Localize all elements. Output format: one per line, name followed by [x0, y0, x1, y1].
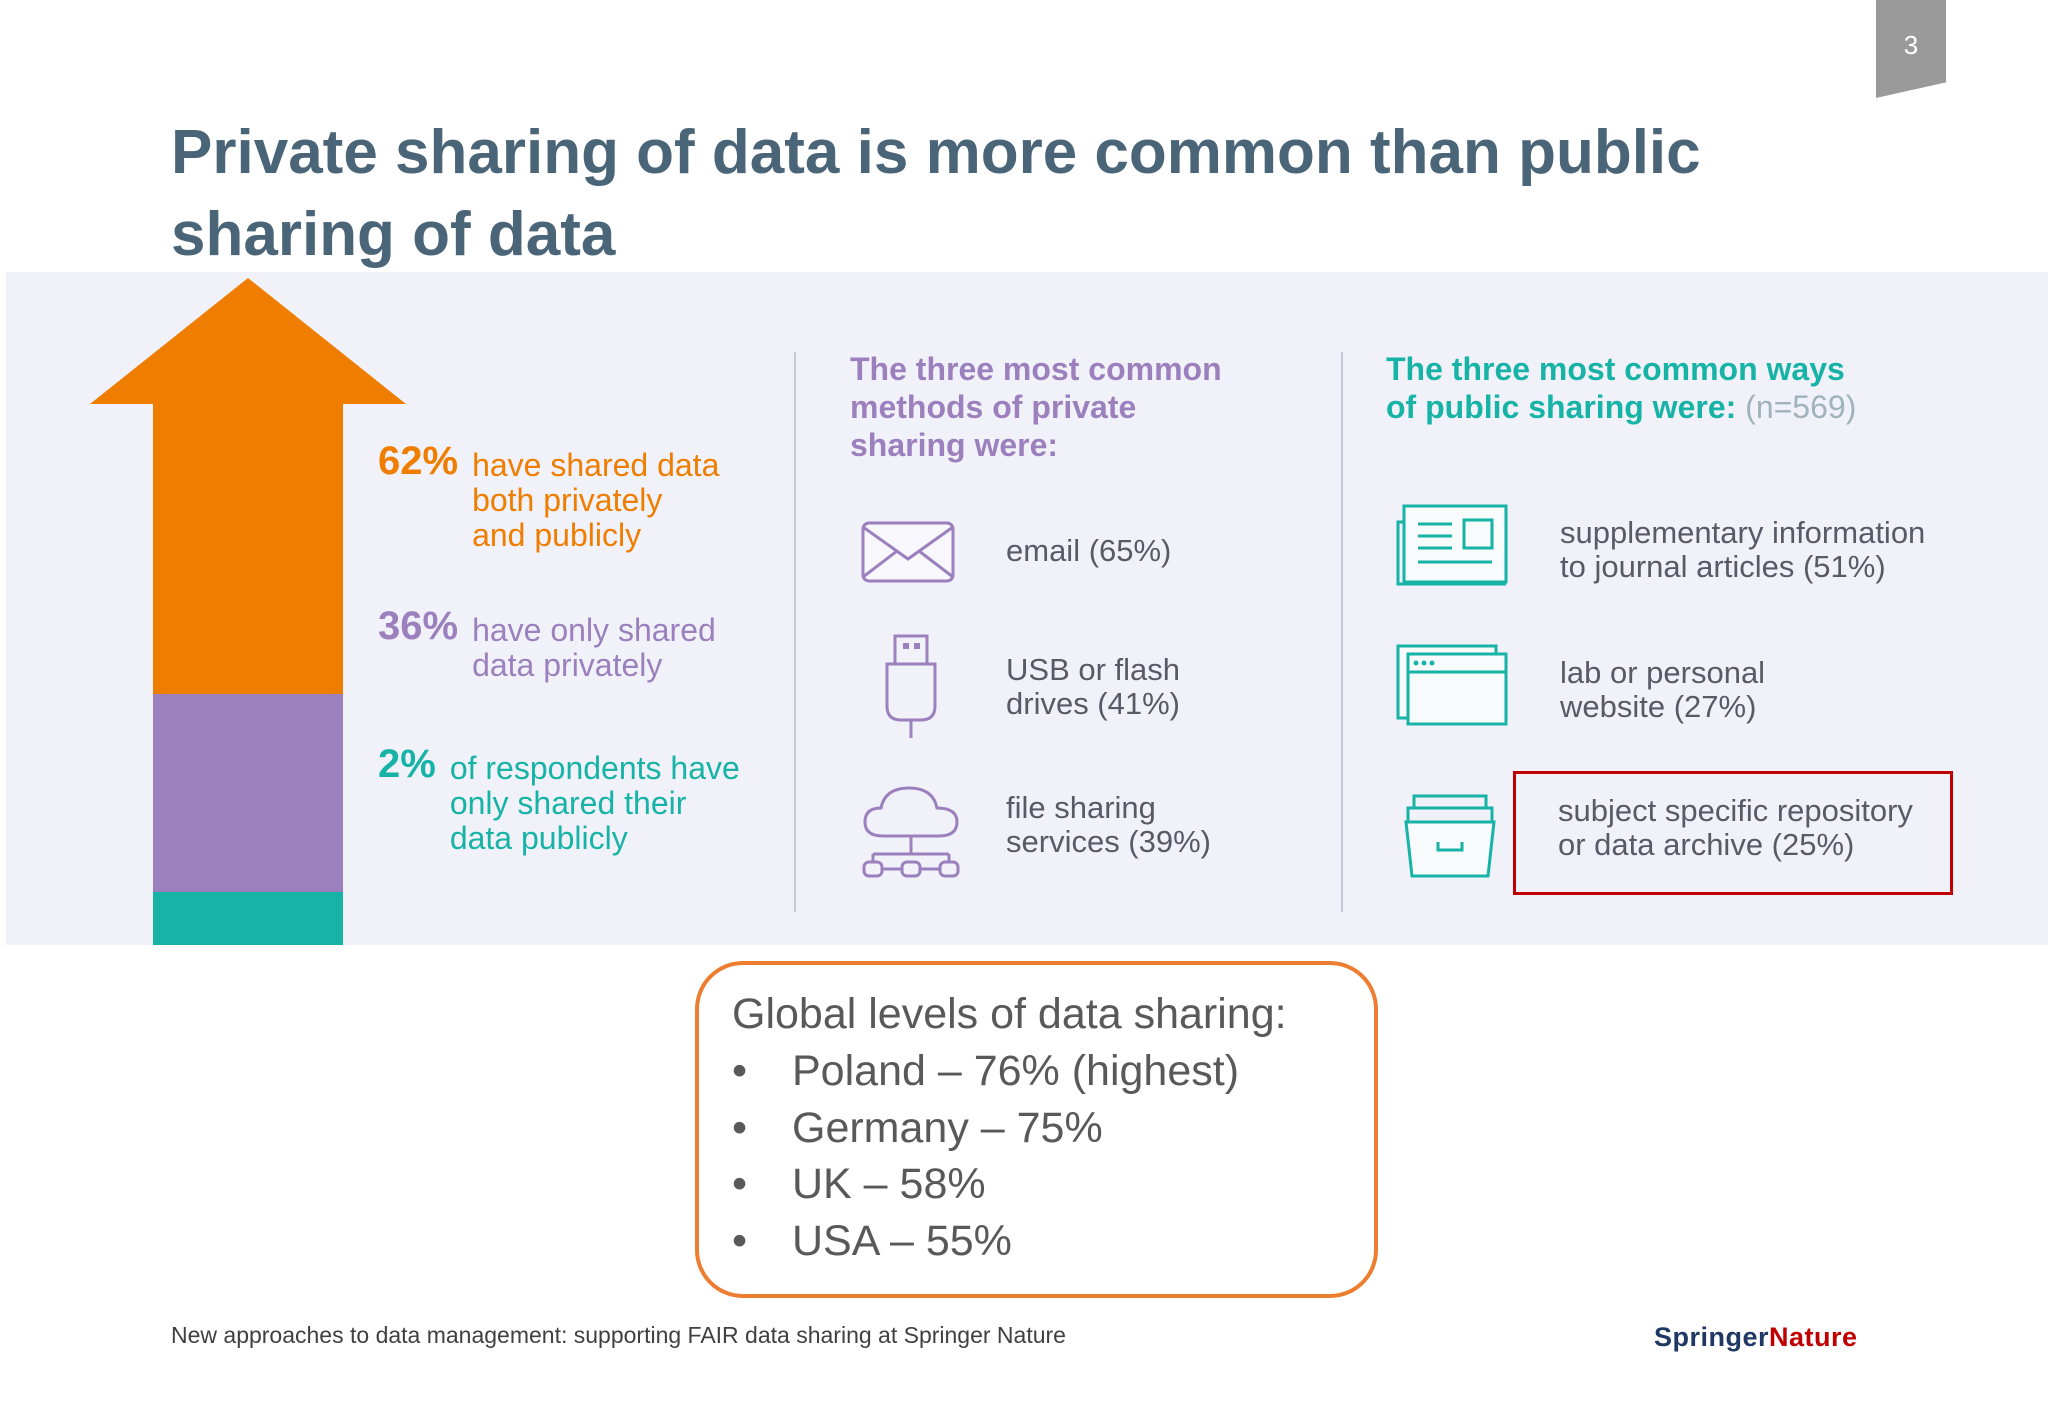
bullet: •	[732, 1104, 748, 1152]
stat-private-line: data privately	[472, 647, 663, 683]
stat-public-percent: 2%	[378, 742, 436, 786]
envelope-icon	[861, 521, 955, 583]
highlight-box	[1513, 771, 1953, 895]
bullet: •	[732, 1217, 748, 1265]
callout-item-text: Germany – 75%	[792, 1104, 1103, 1152]
arrow-segment-private	[153, 694, 343, 892]
logo-part: Springer	[1654, 1322, 1770, 1352]
arrow-segment-public	[153, 892, 343, 945]
item-line: subject specific repository	[1558, 793, 1913, 828]
bullet: •	[732, 1047, 748, 1095]
private-method-file-sharing: file sharing services (39%)	[1006, 791, 1211, 859]
heading-line: methods of private	[850, 389, 1137, 425]
callout-box	[695, 961, 1378, 1298]
logo-part: Nature	[1769, 1322, 1858, 1352]
page-number-tab	[1876, 0, 1946, 98]
callout-item-text: UK – 58%	[792, 1160, 986, 1208]
column-divider	[1341, 352, 1343, 912]
heading-line: The three most common ways	[1386, 351, 1845, 387]
item-line: supplementary information	[1560, 515, 1926, 550]
page-number: 3	[1903, 30, 1919, 60]
item-line: drives (41%)	[1006, 686, 1180, 721]
stat-both-line: and publicly	[472, 517, 642, 553]
arrow-segment-both	[153, 404, 343, 694]
column-divider	[794, 352, 796, 912]
item-line: USB or flash	[1006, 652, 1181, 687]
browser-window-icon	[1396, 644, 1508, 726]
item-line: website (27%)	[1560, 689, 1757, 724]
callout-title: Global levels of data sharing:	[732, 990, 1287, 1038]
newspaper-icon	[1396, 504, 1508, 586]
private-method-email: email (65%)	[1006, 534, 1171, 568]
heading-line: of public sharing were:	[1386, 389, 1737, 425]
item-line: lab or personal	[1560, 655, 1766, 690]
callout-item: • UK – 58%	[732, 1160, 986, 1209]
public-way-supplementary: supplementary information to journal arti…	[1560, 516, 1925, 584]
item-line: to journal articles (51%)	[1560, 549, 1886, 584]
stat-public-only: 2% of respondents have only shared their da…	[378, 744, 740, 856]
archive-box-icon	[1404, 794, 1496, 878]
item-line: services (39%)	[1006, 824, 1211, 859]
data-sharing-infographic: 62% have shared data both privately and pub…	[6, 272, 2048, 945]
stat-both-percent: 62%	[378, 439, 459, 483]
stat-public-line: of respondents have	[449, 750, 740, 786]
slide-title: Private sharing of data is more common t…	[171, 118, 1701, 269]
springer-nature-logo: SpringerNature	[1654, 1322, 1858, 1353]
stat-both: 62% have shared data both privately and pub…	[378, 441, 720, 553]
cloud-sharing-icon	[862, 786, 960, 878]
callout-item: • Poland – 76% (highest)	[732, 1047, 1239, 1096]
public-way-website: lab or personal website (27%)	[1560, 656, 1765, 724]
stat-both-line: both privately	[472, 482, 663, 518]
usb-drive-icon	[885, 634, 937, 738]
callout-item: • Germany – 75%	[732, 1104, 1103, 1153]
public-way-repository: subject specific repository or data archi…	[1558, 794, 1913, 862]
footer-text: New approaches to data management: suppo…	[171, 1322, 1066, 1348]
bullet: •	[732, 1160, 748, 1208]
stat-private-only: 36% have only shared data privately	[378, 606, 716, 683]
item-line: email (65%)	[1006, 533, 1172, 568]
private-methods-heading: The three most common methods of private…	[850, 350, 1222, 464]
callout-item-text: Poland – 76% (highest)	[792, 1047, 1240, 1095]
stat-private-line: have only shared	[472, 612, 716, 648]
stat-public-line: only shared their	[449, 785, 687, 821]
arrow-head	[90, 278, 406, 428]
callout-item-text: USA – 55%	[792, 1217, 1012, 1265]
sample-size: (n=569)	[1745, 389, 1857, 425]
stat-public-line: data publicly	[449, 820, 628, 856]
heading-line: The three most common	[850, 351, 1222, 387]
heading-line: sharing were:	[850, 427, 1059, 463]
private-method-usb: USB or flash drives (41%)	[1006, 653, 1180, 721]
stat-private-percent: 36%	[378, 604, 459, 648]
item-line: file sharing	[1006, 790, 1156, 825]
stacked-arrow	[90, 278, 406, 945]
item-line: or data archive (25%)	[1558, 827, 1855, 862]
public-ways-heading: The three most common ways of public sha…	[1386, 350, 1856, 426]
callout-item: • USA – 55%	[732, 1217, 1012, 1266]
stat-both-line: have shared data	[472, 447, 720, 483]
